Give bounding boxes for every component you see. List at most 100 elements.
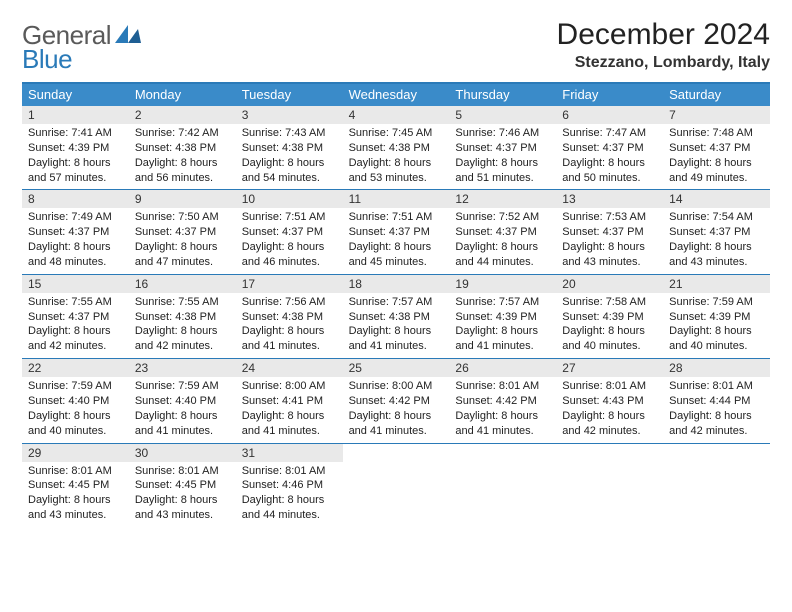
daylight-line-1: Daylight: 8 hours [562, 409, 657, 424]
day-body: Sunrise: 7:58 AMSunset: 4:39 PMDaylight:… [556, 293, 663, 358]
daylight-line-2: and 45 minutes. [349, 255, 444, 270]
sunrise-line: Sunrise: 7:59 AM [135, 379, 230, 394]
day-number: 10 [236, 190, 343, 208]
calendar-page: General December 2024 Stezzano, Lombardy… [0, 0, 792, 612]
title-block: December 2024 Stezzano, Lombardy, Italy [557, 18, 770, 72]
sunset-line: Sunset: 4:42 PM [455, 394, 550, 409]
sunset-line: Sunset: 4:40 PM [135, 394, 230, 409]
day-cell: 14Sunrise: 7:54 AMSunset: 4:37 PMDayligh… [663, 190, 770, 273]
daylight-line-2: and 43 minutes. [669, 255, 764, 270]
sunrise-line: Sunrise: 7:57 AM [455, 295, 550, 310]
daylight-line-1: Daylight: 8 hours [28, 156, 123, 171]
daylight-line-2: and 48 minutes. [28, 255, 123, 270]
daylight-line-2: and 41 minutes. [455, 339, 550, 354]
sunset-line: Sunset: 4:43 PM [562, 394, 657, 409]
day-cell: 1Sunrise: 7:41 AMSunset: 4:39 PMDaylight… [22, 106, 129, 189]
day-cell: 27Sunrise: 8:01 AMSunset: 4:43 PMDayligh… [556, 359, 663, 442]
sunset-line: Sunset: 4:44 PM [669, 394, 764, 409]
day-cell: 8Sunrise: 7:49 AMSunset: 4:37 PMDaylight… [22, 190, 129, 273]
day-body: Sunrise: 7:51 AMSunset: 4:37 PMDaylight:… [236, 208, 343, 273]
daylight-line-2: and 54 minutes. [242, 171, 337, 186]
sunset-line: Sunset: 4:37 PM [242, 225, 337, 240]
sunrise-line: Sunrise: 7:58 AM [562, 295, 657, 310]
day-number: 17 [236, 275, 343, 293]
day-number: 15 [22, 275, 129, 293]
daylight-line-1: Daylight: 8 hours [28, 493, 123, 508]
daylight-line-1: Daylight: 8 hours [349, 409, 444, 424]
daylight-line-1: Daylight: 8 hours [669, 156, 764, 171]
sunset-line: Sunset: 4:37 PM [455, 141, 550, 156]
month-title: December 2024 [557, 18, 770, 52]
day-body: Sunrise: 7:45 AMSunset: 4:38 PMDaylight:… [343, 124, 450, 189]
daylight-line-1: Daylight: 8 hours [455, 409, 550, 424]
sunrise-line: Sunrise: 8:00 AM [349, 379, 444, 394]
weekday-label: Tuesday [236, 84, 343, 106]
sunrise-line: Sunrise: 8:00 AM [242, 379, 337, 394]
week-row: 22Sunrise: 7:59 AMSunset: 4:40 PMDayligh… [22, 359, 770, 443]
daylight-line-2: and 40 minutes. [669, 339, 764, 354]
daylight-line-1: Daylight: 8 hours [28, 409, 123, 424]
day-number: 24 [236, 359, 343, 377]
day-body: Sunrise: 7:53 AMSunset: 4:37 PMDaylight:… [556, 208, 663, 273]
sunset-line: Sunset: 4:41 PM [242, 394, 337, 409]
day-cell: 30Sunrise: 8:01 AMSunset: 4:45 PMDayligh… [129, 444, 236, 527]
sunset-line: Sunset: 4:37 PM [349, 225, 444, 240]
day-cell: 28Sunrise: 8:01 AMSunset: 4:44 PMDayligh… [663, 359, 770, 442]
day-number: 9 [129, 190, 236, 208]
day-body: Sunrise: 7:43 AMSunset: 4:38 PMDaylight:… [236, 124, 343, 189]
day-cell: 15Sunrise: 7:55 AMSunset: 4:37 PMDayligh… [22, 275, 129, 358]
sunset-line: Sunset: 4:45 PM [28, 478, 123, 493]
daylight-line-2: and 46 minutes. [242, 255, 337, 270]
day-body: Sunrise: 7:49 AMSunset: 4:37 PMDaylight:… [22, 208, 129, 273]
sunrise-line: Sunrise: 7:47 AM [562, 126, 657, 141]
sunset-line: Sunset: 4:45 PM [135, 478, 230, 493]
weekday-label: Sunday [22, 84, 129, 106]
daylight-line-2: and 42 minutes. [135, 339, 230, 354]
daylight-line-2: and 57 minutes. [28, 171, 123, 186]
sunrise-line: Sunrise: 7:41 AM [28, 126, 123, 141]
daylight-line-2: and 50 minutes. [562, 171, 657, 186]
sunrise-line: Sunrise: 7:42 AM [135, 126, 230, 141]
weekday-header-row: Sunday Monday Tuesday Wednesday Thursday… [22, 84, 770, 106]
day-body: Sunrise: 7:59 AMSunset: 4:40 PMDaylight:… [22, 377, 129, 442]
sunrise-line: Sunrise: 8:01 AM [669, 379, 764, 394]
day-number: 14 [663, 190, 770, 208]
weekday-label: Monday [129, 84, 236, 106]
day-number: 21 [663, 275, 770, 293]
sunset-line: Sunset: 4:39 PM [28, 141, 123, 156]
daylight-line-2: and 41 minutes. [349, 424, 444, 439]
daylight-line-2: and 41 minutes. [135, 424, 230, 439]
day-cell: 21Sunrise: 7:59 AMSunset: 4:39 PMDayligh… [663, 275, 770, 358]
daylight-line-1: Daylight: 8 hours [28, 240, 123, 255]
daylight-line-2: and 44 minutes. [455, 255, 550, 270]
day-body: Sunrise: 7:50 AMSunset: 4:37 PMDaylight:… [129, 208, 236, 273]
daylight-line-1: Daylight: 8 hours [135, 240, 230, 255]
daylight-line-1: Daylight: 8 hours [349, 156, 444, 171]
sunrise-line: Sunrise: 7:50 AM [135, 210, 230, 225]
day-body: Sunrise: 8:01 AMSunset: 4:45 PMDaylight:… [129, 462, 236, 527]
daylight-line-2: and 43 minutes. [135, 508, 230, 523]
day-number: 19 [449, 275, 556, 293]
sunrise-line: Sunrise: 7:49 AM [28, 210, 123, 225]
sunrise-line: Sunrise: 7:57 AM [349, 295, 444, 310]
sunset-line: Sunset: 4:37 PM [669, 225, 764, 240]
day-number: 26 [449, 359, 556, 377]
sunrise-line: Sunrise: 7:43 AM [242, 126, 337, 141]
day-body: Sunrise: 8:01 AMSunset: 4:44 PMDaylight:… [663, 377, 770, 442]
sunset-line: Sunset: 4:37 PM [135, 225, 230, 240]
day-number: 3 [236, 106, 343, 124]
daylight-line-2: and 42 minutes. [669, 424, 764, 439]
sunset-line: Sunset: 4:38 PM [349, 310, 444, 325]
sunset-line: Sunset: 4:39 PM [669, 310, 764, 325]
day-number: 27 [556, 359, 663, 377]
sunrise-line: Sunrise: 8:01 AM [455, 379, 550, 394]
day-body: Sunrise: 7:55 AMSunset: 4:37 PMDaylight:… [22, 293, 129, 358]
daylight-line-1: Daylight: 8 hours [455, 156, 550, 171]
day-body: Sunrise: 7:51 AMSunset: 4:37 PMDaylight:… [343, 208, 450, 273]
day-body: Sunrise: 7:52 AMSunset: 4:37 PMDaylight:… [449, 208, 556, 273]
day-number: 6 [556, 106, 663, 124]
day-cell [663, 444, 770, 527]
day-body: Sunrise: 7:46 AMSunset: 4:37 PMDaylight:… [449, 124, 556, 189]
day-body: Sunrise: 7:59 AMSunset: 4:39 PMDaylight:… [663, 293, 770, 358]
header-row: General December 2024 Stezzano, Lombardy… [22, 18, 770, 72]
